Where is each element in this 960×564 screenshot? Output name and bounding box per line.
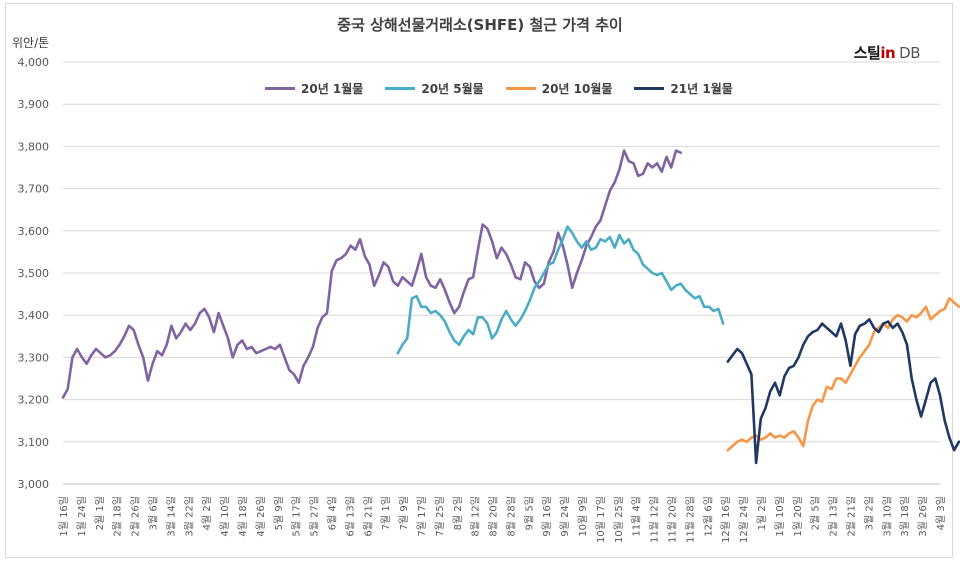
legend-swatch xyxy=(634,87,665,90)
chart-title: 중국 상해선물거래소(SHFE) 철근 가격 추이 xyxy=(337,16,623,34)
series-line-1 xyxy=(396,225,725,355)
x-tick-label: 4월 3일 xyxy=(935,496,947,530)
x-tick-label: 8월 12일 xyxy=(470,496,482,537)
y-tick-label: 3,600 xyxy=(18,225,50,238)
x-tick-label: 8월 28일 xyxy=(505,496,517,537)
x-tick-label: 4월 2일 xyxy=(201,496,213,530)
y-tick-label: 3,800 xyxy=(18,140,50,153)
x-tick-label: 2월 1일 xyxy=(94,496,106,530)
x-tick-label: 3월 22일 xyxy=(183,496,195,537)
y-tick-label: 3,500 xyxy=(18,267,50,280)
brand-accent: in xyxy=(880,44,896,62)
x-tick-label: 1월 24일 xyxy=(76,496,88,537)
legend-label: 20년 5월물 xyxy=(421,82,484,96)
x-tick-label: 1월 16일 xyxy=(58,496,70,537)
y-axis-unit-label: 위안/톤 xyxy=(12,36,50,50)
x-tick-label: 7월 9일 xyxy=(398,496,410,530)
x-tick-label: 11월 12일 xyxy=(649,496,661,543)
series-line-0 xyxy=(61,149,683,399)
legend: 20년 1월물 20년 5월물 20년 10월물 21년 1월물 xyxy=(265,80,733,97)
x-tick-label: 2월 5일 xyxy=(810,496,822,530)
x-tick-label: 3월 2일 xyxy=(863,496,875,530)
legend-swatch xyxy=(385,87,416,90)
x-tick-label: 5월 27일 xyxy=(309,496,321,537)
x-tick-label: 3월 14일 xyxy=(165,496,177,537)
x-tick-label: 10월 25일 xyxy=(613,496,625,543)
x-tick-label: 7월 25일 xyxy=(434,496,446,537)
x-tick-label: 9월 16일 xyxy=(541,496,553,537)
legend-item-jan20: 20년 1월물 xyxy=(265,80,363,97)
x-tick-label: 12월 16일 xyxy=(720,496,732,543)
x-tick-label: 2월 18일 xyxy=(112,496,124,537)
x-tick-label: 7월 17일 xyxy=(416,496,428,537)
y-tick-label: 3,900 xyxy=(18,98,50,111)
x-tick-label: 1월 10일 xyxy=(774,496,786,537)
x-tick-label: 6월 21일 xyxy=(362,496,374,537)
brand-logo: 스틸in DB xyxy=(853,42,921,63)
brand-main: 스틸 xyxy=(853,44,881,62)
x-tick-label: 4월 18일 xyxy=(237,496,249,537)
x-tick-label: 8월 20일 xyxy=(488,496,500,537)
legend-item-jan21: 21년 1월물 xyxy=(634,80,733,97)
legend-item-may20: 20년 5월물 xyxy=(385,80,484,97)
x-tick-label: 3월 18일 xyxy=(899,496,911,537)
legend-label: 20년 10월물 xyxy=(541,82,613,96)
x-tick-label: 2월 26일 xyxy=(130,496,142,537)
y-tick-label: 3,300 xyxy=(18,351,50,364)
x-tick-label: 3월 10일 xyxy=(881,496,893,537)
x-tick-label: 1월 2일 xyxy=(756,496,768,530)
y-tick-label: 3,200 xyxy=(18,394,50,407)
x-tick-label: 3월 26일 xyxy=(917,496,929,537)
x-tick-label: 5월 17일 xyxy=(291,496,303,537)
y-tick-label: 3,100 xyxy=(18,436,50,449)
legend-label: 20년 1월물 xyxy=(301,82,364,96)
brand-suffix: DB xyxy=(899,44,920,62)
x-tick-label: 10월 17일 xyxy=(595,496,607,543)
x-tick-label: 6월 13일 xyxy=(344,496,356,537)
series-line-3 xyxy=(726,318,960,465)
x-tick-label: 4월 10일 xyxy=(219,496,231,537)
x-tick-label: 9월 5일 xyxy=(523,496,535,530)
x-tick-label: 9월 24일 xyxy=(559,496,571,537)
x-tick-label: 10월 9일 xyxy=(577,496,589,537)
x-tick-label: 11월 4일 xyxy=(631,496,643,537)
legend-label: 21년 1월물 xyxy=(670,82,733,96)
x-tick-label: 5월 9일 xyxy=(273,496,285,530)
legend-swatch xyxy=(505,87,536,90)
chart-frame xyxy=(5,3,953,558)
x-tick-label: 12월 24일 xyxy=(738,496,750,543)
x-tick-label: 4월 26일 xyxy=(255,496,267,537)
y-tick-label: 3,700 xyxy=(18,183,50,196)
y-tick-label: 3,000 xyxy=(18,478,50,491)
x-tick-label: 11월 28일 xyxy=(684,496,696,543)
x-tick-label: 3월 6일 xyxy=(147,496,159,530)
x-tick-label: 12월 6일 xyxy=(702,496,714,537)
y-tick-label: 3,400 xyxy=(18,309,50,322)
series-line-2 xyxy=(726,296,960,452)
x-tick-label: 7월 1일 xyxy=(380,496,392,530)
x-tick-label: 6월 4일 xyxy=(326,496,338,530)
legend-item-oct20: 20년 10월물 xyxy=(505,80,613,97)
x-tick-label: 2월 21일 xyxy=(846,496,858,537)
legend-swatch xyxy=(265,87,295,90)
x-tick-label: 11월 20일 xyxy=(667,496,679,543)
x-tick-label: 8월 2일 xyxy=(452,496,464,530)
y-tick-label: 4,000 xyxy=(18,56,50,69)
x-tick-label: 2월 13일 xyxy=(828,496,840,537)
x-tick-label: 1월 20일 xyxy=(792,496,804,537)
